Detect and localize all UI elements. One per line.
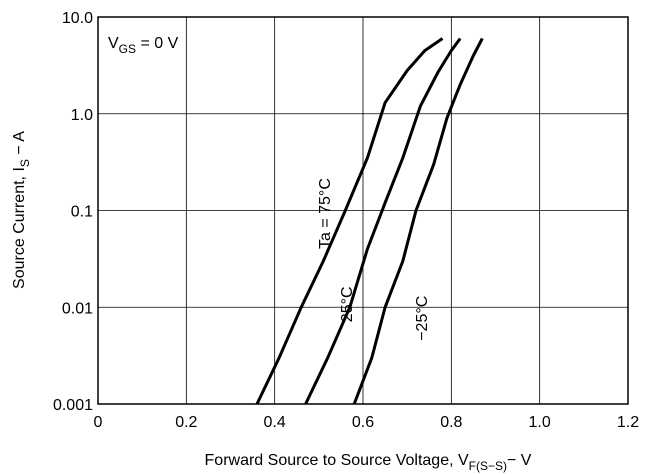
x-tick-label: 0.6 bbox=[352, 414, 374, 431]
y-tick-label: 10.0 bbox=[62, 10, 93, 27]
vgs-annotation-sub: GS bbox=[119, 42, 136, 56]
series-line-2 bbox=[352, 37, 484, 405]
vgs-annotation: VGS = 0 V bbox=[108, 35, 179, 56]
series-line-1 bbox=[304, 37, 462, 405]
y-tick-label: 0.01 bbox=[62, 300, 93, 317]
series-label-1: 25°C bbox=[339, 286, 356, 322]
y-axis-title-sub: S bbox=[18, 159, 32, 167]
curve-labels: Ta = 75°C 25°C −25°C bbox=[317, 178, 431, 341]
x-axis-title-unit: − V bbox=[507, 452, 532, 469]
x-tick-label: 0.4 bbox=[264, 414, 286, 431]
vgs-annotation-main: V bbox=[108, 35, 119, 52]
x-tick-label: 1.0 bbox=[529, 414, 551, 431]
vgs-annotation-rest: = 0 V bbox=[136, 35, 179, 52]
x-tick-label: 0 bbox=[94, 414, 103, 431]
grid bbox=[97, 16, 629, 405]
x-tick-label: 1.2 bbox=[617, 414, 639, 431]
y-axis-title-unit: − A bbox=[11, 131, 28, 159]
series-line-0 bbox=[255, 37, 444, 405]
plot-frame bbox=[97, 16, 629, 405]
series-label-0: Ta = 75°C bbox=[317, 178, 334, 249]
x-tick-label: 0.2 bbox=[175, 414, 197, 431]
y-tick-labels: 0.001 0.01 0.1 1.0 10.0 bbox=[53, 10, 93, 414]
series-group bbox=[255, 37, 484, 405]
x-axis-title-main: Forward Source to Source Voltage, V bbox=[205, 452, 469, 469]
x-tick-label: 0.8 bbox=[440, 414, 462, 431]
y-axis-title: Source Current, IS − A bbox=[11, 131, 32, 289]
x-axis-title: Forward Source to Source Voltage, VF(S−S… bbox=[205, 452, 532, 473]
y-tick-label: 1.0 bbox=[71, 107, 93, 124]
y-tick-label: 0.001 bbox=[53, 397, 93, 414]
series-label-2: −25°C bbox=[414, 296, 431, 341]
y-tick-label: 0.1 bbox=[71, 204, 93, 221]
x-axis-title-sub: F(S−S) bbox=[469, 459, 507, 473]
y-axis-title-main: Source Current, I bbox=[11, 167, 28, 289]
x-tick-labels: 0 0.2 0.4 0.6 0.8 1.0 1.2 bbox=[94, 414, 640, 431]
